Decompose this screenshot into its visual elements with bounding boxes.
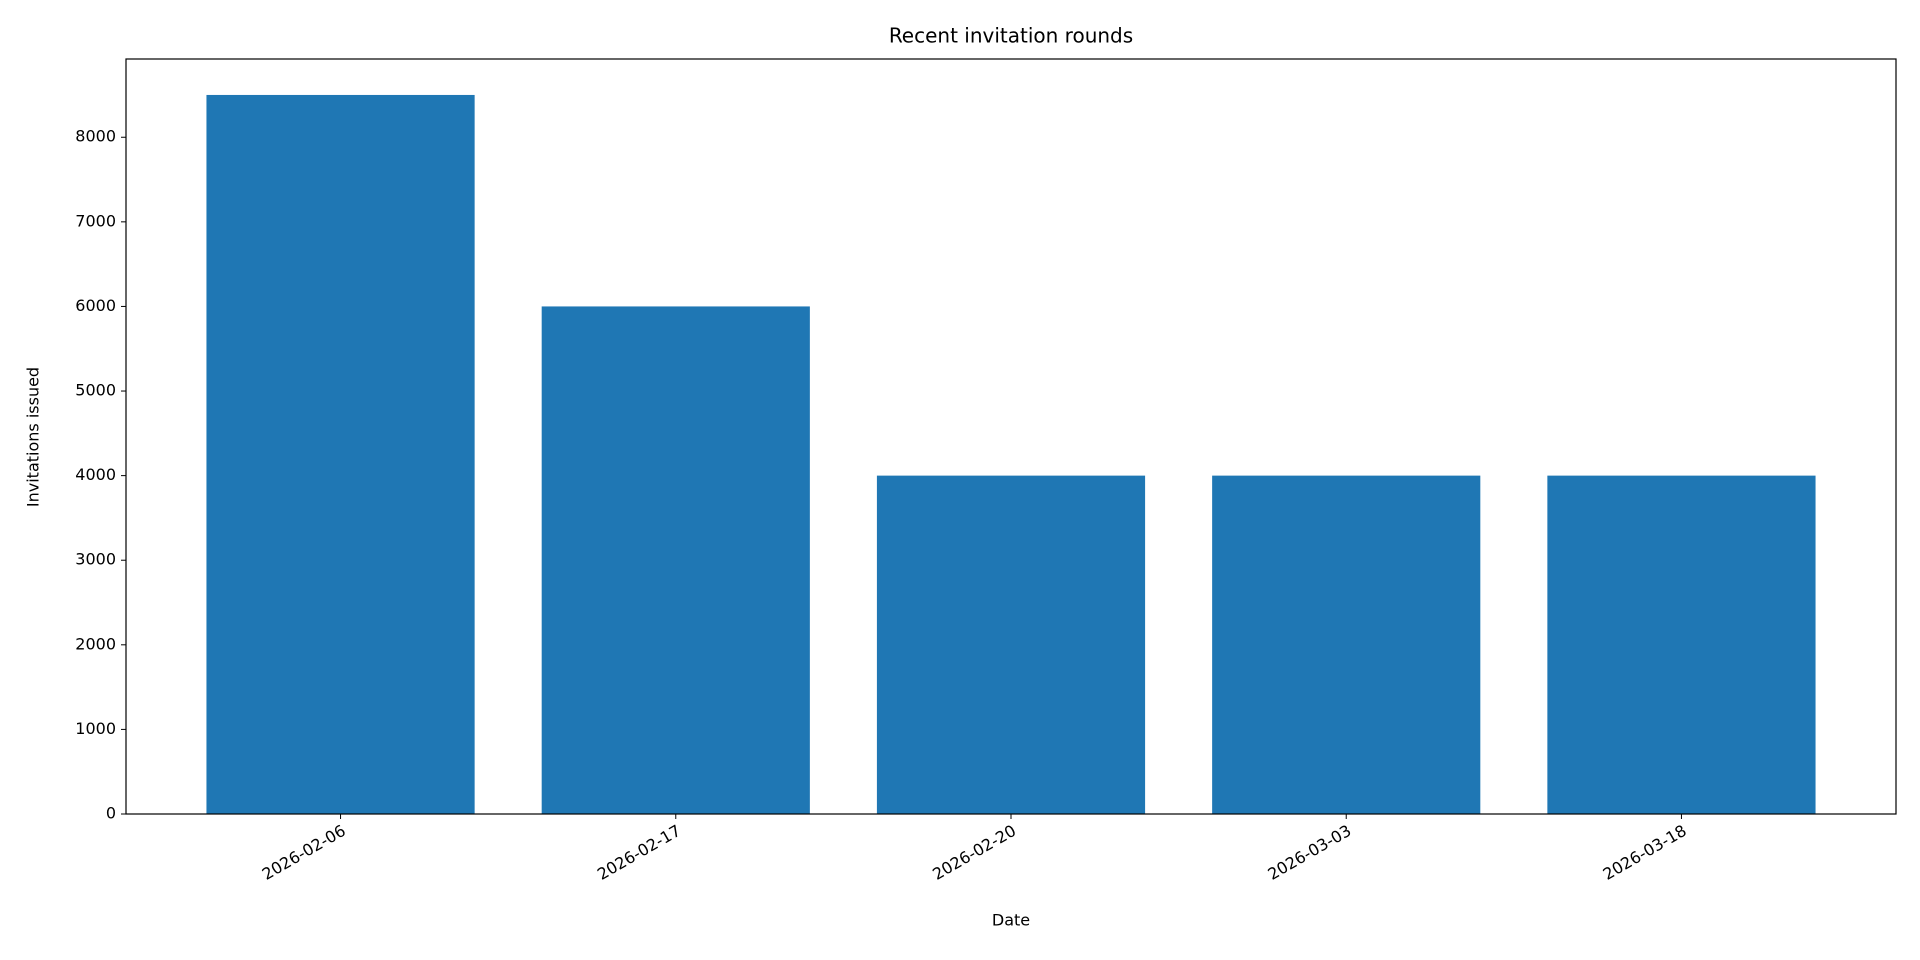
y-axis-label: Invitations issued bbox=[24, 367, 43, 507]
x-tick-label: 2026-03-18 bbox=[1600, 821, 1690, 884]
bar bbox=[1547, 475, 1816, 814]
y-tick-label: 4000 bbox=[75, 465, 116, 484]
bar bbox=[876, 475, 1146, 814]
y-tick-label: 2000 bbox=[75, 634, 116, 653]
y-tick-label: 0 bbox=[106, 804, 116, 823]
x-tick-label: 2026-03-03 bbox=[1264, 821, 1354, 884]
x-tick-label: 2026-02-20 bbox=[929, 821, 1019, 884]
x-tick-label: 2026-02-17 bbox=[594, 821, 684, 884]
y-tick-label: 8000 bbox=[75, 127, 116, 146]
x-tick-label: 2026-02-06 bbox=[259, 821, 349, 884]
y-tick-label: 7000 bbox=[75, 211, 116, 230]
bar bbox=[206, 94, 475, 814]
plot-frame bbox=[125, 58, 1897, 815]
bar bbox=[541, 306, 810, 814]
chart-title: Recent invitation rounds bbox=[889, 24, 1133, 48]
y-tick-label: 3000 bbox=[75, 550, 116, 569]
y-tick-label: 5000 bbox=[75, 381, 116, 400]
x-axis-label: Date bbox=[992, 911, 1030, 930]
bar bbox=[1212, 475, 1481, 814]
y-tick-label: 6000 bbox=[75, 296, 116, 315]
y-tick-label: 1000 bbox=[75, 719, 116, 738]
